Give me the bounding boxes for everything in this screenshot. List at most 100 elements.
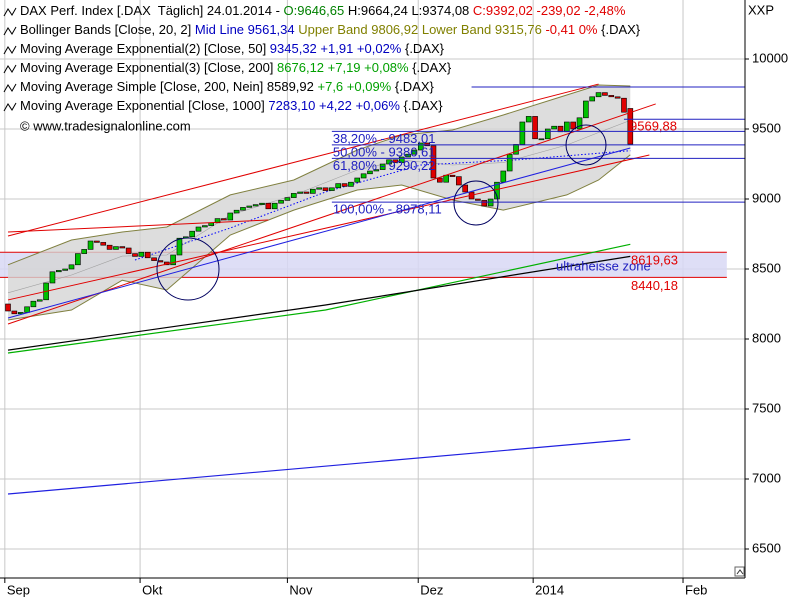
bollinger-lower (7, 154, 631, 321)
candle-body (430, 145, 437, 179)
candle-body (576, 117, 583, 130)
candle-body (132, 253, 138, 257)
zone-label: ultraheisse zone (556, 258, 651, 273)
candle-body (551, 125, 557, 130)
candle-body (144, 251, 151, 259)
candle-body (386, 159, 392, 165)
candle-body (456, 176, 462, 186)
annotation-circle (453, 180, 499, 226)
candle-body (583, 100, 589, 119)
copyright: © www.tradesignalonline.com (20, 118, 191, 133)
candle-body (151, 257, 157, 261)
legend-icon (3, 64, 17, 74)
legend-icon (3, 102, 17, 112)
candle-body (348, 181, 354, 187)
legend-entry: Moving Average Exponential(3) [Close, 20… (20, 60, 452, 75)
legend-part: 9345,32 +1,91 +0,02% (270, 41, 402, 56)
trendline (7, 103, 656, 325)
candle-body (81, 249, 88, 254)
level-label: 9569,88 (630, 119, 677, 134)
candle-body (246, 205, 253, 208)
candle-body (322, 187, 329, 191)
plot-indicators (7, 84, 631, 495)
candle-body (170, 254, 176, 266)
candle-body (290, 193, 297, 198)
candle-body (297, 191, 303, 194)
x-tick-label: Sep (7, 582, 30, 597)
level-label: 100,00% - 8978,11 (333, 202, 442, 217)
candle-body (595, 92, 602, 98)
candle-body (5, 303, 11, 312)
y-tick-label: 10000 (752, 50, 788, 65)
candle-body (481, 200, 488, 207)
candle-body (195, 226, 202, 232)
legend-part: Bollinger Bands [Close, 20, 2] (20, 22, 195, 37)
moving-average (7, 438, 631, 495)
candle-body (570, 121, 576, 130)
candle-body (564, 121, 570, 133)
x-tick-label: Dez (420, 582, 443, 597)
candle-body (100, 242, 107, 246)
legend-part: Moving Average Exponential [Close, 1000] (20, 98, 268, 113)
legend-icon (3, 7, 17, 17)
legend-icon (3, 83, 17, 93)
legend-part: H:9664,24 L:9374,08 (344, 3, 473, 18)
legend-part: {.DAX} (409, 60, 452, 75)
candle-body (500, 170, 507, 183)
candle-body (506, 153, 513, 172)
candle-body (360, 173, 367, 179)
level-label: 50,00% - 9386,61 (333, 144, 436, 159)
candle-body (602, 92, 608, 96)
candle-body (310, 188, 316, 194)
legend-part: Upper Band 9806,92 Lower Band 9315,76 (295, 22, 542, 37)
legend-part: +7,6 +0,09% (318, 79, 392, 94)
legend-part: {.DAX} (598, 22, 641, 37)
candle-body (589, 96, 596, 102)
candle-body (252, 204, 259, 207)
candle-body (608, 95, 615, 98)
candle-body (265, 202, 272, 210)
candle-body (36, 299, 43, 302)
legend-entry: Moving Average Exponential(2) [Close, 50… (20, 41, 445, 56)
y-tick-label: 7500 (752, 400, 781, 415)
candle-body (227, 212, 234, 221)
candle-body (11, 310, 18, 315)
candle-body (125, 247, 132, 254)
candle-body (627, 108, 634, 145)
trendline (7, 154, 650, 301)
legend-part: -0,41 0% (542, 22, 598, 37)
candle-body (538, 138, 545, 141)
legend-part: C:9392,02 -239,02 -2,48% (473, 3, 626, 18)
candle-body (62, 268, 68, 271)
moving-average (7, 243, 631, 354)
y-tick-label: 8000 (752, 330, 781, 345)
x-tick-label: 2014 (535, 582, 564, 597)
trendline (7, 147, 631, 319)
legend-part: {.DAX} (400, 98, 443, 113)
plot-back (0, 0, 745, 578)
legend-part: O:9646,65 (284, 3, 345, 18)
candle-body (449, 174, 456, 177)
candle-body (17, 312, 24, 315)
legend-part: DAX Perf. Index [.DAX Täglich] 24.01.201… (20, 3, 284, 18)
candle-body (49, 271, 56, 284)
candle-body (341, 183, 348, 187)
candle-body (68, 264, 75, 270)
legend-entry: Moving Average Simple [Close, 200, Nein]… (20, 79, 435, 94)
candle-body (392, 159, 399, 163)
bollinger-fill (8, 85, 631, 320)
candle-body (119, 246, 126, 249)
y-axis-title: XXP (748, 2, 774, 17)
candle-body (525, 116, 532, 123)
x-tick-label: Okt (142, 582, 163, 597)
candle-body (278, 200, 284, 204)
candle-body (271, 202, 278, 210)
legend-part: 7283,10 +4,22 +0,06% (268, 98, 400, 113)
corner-icon (736, 569, 744, 575)
candle-body (24, 306, 30, 313)
y-tick-label: 8500 (752, 260, 781, 275)
legend-part: Moving Average Exponential(2) [Close, 50… (20, 41, 270, 56)
candle-body (614, 96, 621, 99)
candle-body (544, 128, 551, 140)
